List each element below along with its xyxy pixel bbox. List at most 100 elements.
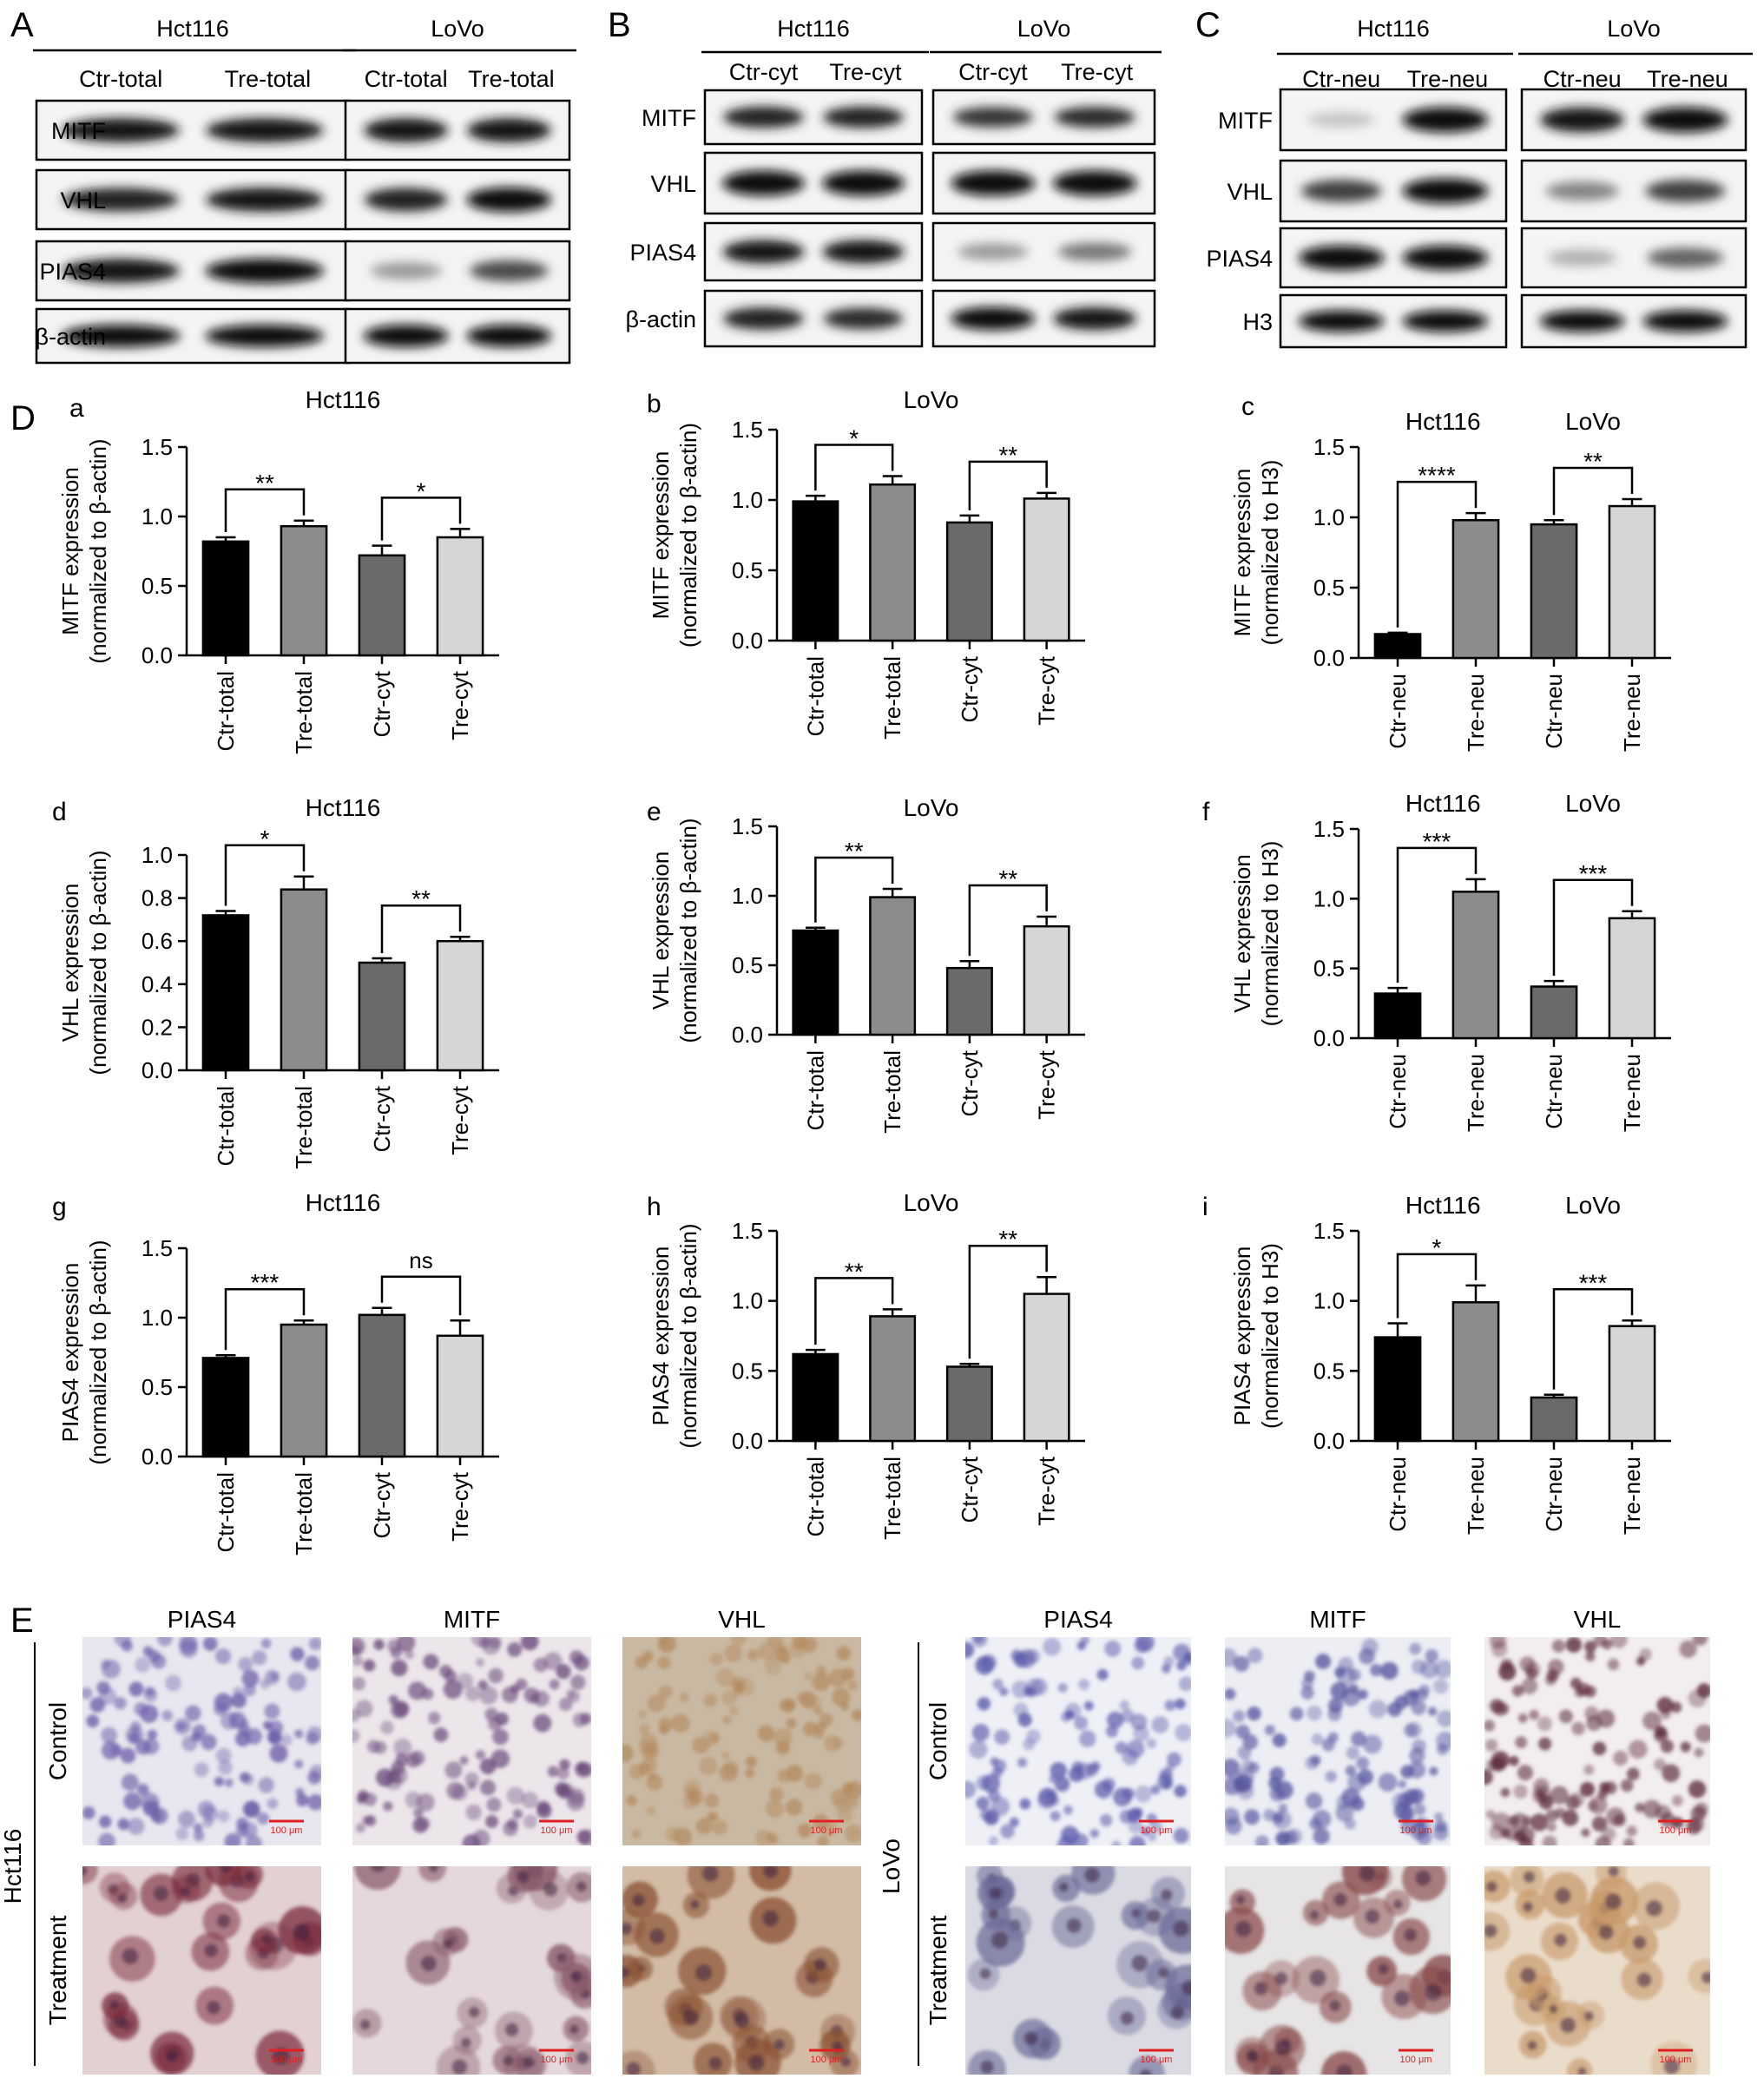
ihc-nucleus [1084,1867,1100,1883]
scale-bar-label: 100 μm [1400,2055,1432,2065]
ihc-nucleus [1701,1971,1710,1984]
blot-group-label: Hct116 [777,16,850,42]
ihc-cell [243,1800,260,1819]
ihc-cell [671,1713,690,1733]
ihc-nucleus [762,1910,779,1927]
ihc-cell [263,1720,273,1730]
blot-band [62,259,180,283]
ihc-cell [687,1866,735,1899]
ihc-cell [1235,1724,1250,1740]
ihc-cell [1300,1686,1314,1700]
x-tick-label: Tre-total [291,671,317,754]
ihc-cell [503,1820,518,1837]
ihc-cell [1327,1732,1339,1743]
ihc-cell [1150,1820,1163,1834]
ihc-cell [373,1639,385,1650]
ihc-cell [569,1650,584,1665]
ihc-cell [841,1783,855,1796]
ihc-nucleus [1309,1910,1320,1920]
chart-group-title: Hct116 [1405,1192,1481,1219]
ihc-cell [1096,1668,1109,1680]
y-axis-label: (normalized to β-actin) [85,1240,111,1464]
ihc-micrograph: 100 μm [352,1637,591,1845]
ihc-cell [128,1681,144,1697]
blot-band [1545,181,1619,201]
significance-bracket [224,844,306,906]
x-tick-label: Ctr-total [802,1457,828,1536]
ihc-cell [1330,1681,1349,1700]
ihc-cell [1146,1738,1157,1749]
ihc-nucleus [122,1948,139,1964]
ihc-cell [658,1717,673,1732]
significance-label: ** [255,470,274,497]
blot-band [723,307,804,330]
subpanel-letter: h [647,1193,662,1221]
significance-label: **** [1418,462,1456,489]
x-tick-label: Ctr-cyt [369,1471,395,1538]
blot-band [723,106,804,128]
ihc-cell [128,1732,140,1743]
significance-bracket [968,460,1048,510]
y-tick-label: 0.5 [1313,956,1345,982]
blot-lane-label: Tre-total [468,66,555,92]
ihc-nucleus [261,1934,271,1944]
ihc-cell [1662,1764,1681,1783]
ihc-cell [1500,1787,1511,1798]
ihc-row-label: Treatment [925,1916,951,2026]
ihc-cell [1315,1653,1332,1670]
ihc-cell [1595,1836,1611,1845]
ihc-cell [1694,1747,1704,1758]
blot-lane-label: Ctr-cyt [958,59,1028,85]
ihc-cell [812,1673,831,1692]
ihc-cell [151,1807,168,1825]
ihc-cell [1351,1731,1366,1747]
y-tick-label: 1.0 [732,1288,763,1314]
ihc-cell [1565,1795,1580,1810]
ihc-row-label: Control [925,1702,951,1780]
ihc-cell [1432,1825,1449,1841]
ihc-cell [1362,1734,1382,1754]
ihc-cell [568,1690,580,1703]
ihc-cell [1432,1679,1449,1694]
bar [201,540,250,657]
ihc-cell [695,1818,714,1835]
ihc-cell [194,1762,209,1778]
ihc-nucleus [1555,1887,1571,1904]
y-tick-label: 1.0 [142,842,173,868]
x-tick-label: Tre-cyt [447,1085,473,1155]
y-tick-label: 0.0 [732,628,763,654]
ihc-cell [749,1866,792,1891]
ihc-cell [803,1671,813,1681]
ihc-column-title: VHL [1574,1606,1621,1633]
ihc-nucleus [1274,2039,1292,2056]
ihc-cell [797,1823,813,1838]
x-tick-label: Tre-total [879,1457,905,1540]
ihc-nucleus [1485,1881,1497,1893]
ihc-cell [396,1637,416,1653]
ihc-cell [1083,1700,1094,1711]
ihc-row-label: Treatment [44,1916,71,2026]
ihc-cell [1429,1766,1438,1776]
blot-band [722,170,805,196]
x-tick-label: Tre-neu [1619,674,1645,752]
ihc-cell [444,1761,463,1779]
blot-band [951,170,1036,196]
ihc-cell [533,1713,552,1733]
bar [1530,1396,1578,1443]
scale-bar-label: 100 μm [1660,1825,1692,1836]
ihc-cell [817,1836,829,1845]
ihc-nucleus [1527,2040,1537,2050]
ihc-cell [785,1799,803,1816]
ihc-cell [490,1749,510,1768]
blot-row-label: PIAS4 [1206,246,1273,272]
x-tick-label: Ctr-neu [1385,674,1411,749]
ihc-cell [269,1671,280,1681]
ihc-cell [730,1637,747,1646]
ihc-cell [580,1713,591,1725]
ihc-cell [657,1655,671,1670]
bar [280,524,328,657]
ihc-cell [147,1729,158,1740]
ihc-nucleus [428,1866,438,1872]
x-tick-label: Ctr-cyt [957,655,983,722]
ihc-cell [1150,1785,1161,1795]
